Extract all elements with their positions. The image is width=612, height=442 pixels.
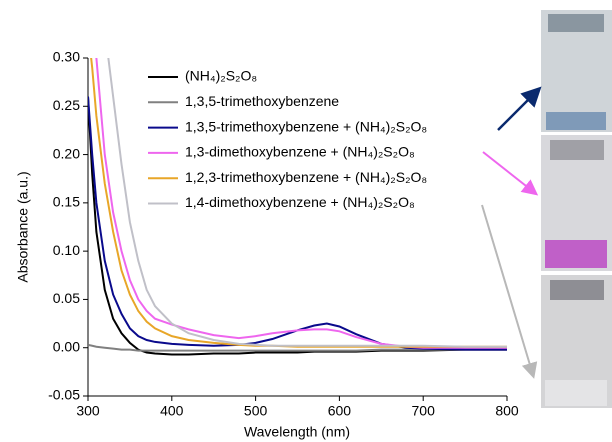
x-axis-title: Wavelength (nm) <box>244 424 350 440</box>
y-tick-label: 0.15 <box>53 194 80 210</box>
arrow <box>481 204 538 379</box>
vial-liquid <box>545 240 607 268</box>
legend-label: 1,2,3-trimethoxybenzene + (NH₄)₂S₂O₈ <box>185 169 427 185</box>
vial-cap <box>550 140 604 160</box>
arrow <box>497 86 542 131</box>
x-tick-label: 500 <box>244 403 268 419</box>
legend-label: (NH₄)₂S₂O₈ <box>185 68 257 84</box>
series-line <box>95 58 507 349</box>
arrow <box>482 151 539 196</box>
x-tick-label: 400 <box>160 403 184 419</box>
legend-label: 1,3,5-trimethoxybenzene <box>185 93 339 109</box>
y-tick-label: 0.00 <box>53 338 80 354</box>
vial-liquid <box>546 112 606 130</box>
y-tick-label: 0.20 <box>53 145 80 161</box>
y-tick-label: 0.25 <box>53 97 80 113</box>
vial-cap <box>548 14 604 32</box>
y-tick-label: 0.10 <box>53 242 80 258</box>
y-tick-label: 0.30 <box>53 49 80 65</box>
legend-label: 1,3,5-trimethoxybenzene + (NH₄)₂S₂O₈ <box>185 118 427 134</box>
x-tick-label: 300 <box>76 403 100 419</box>
vial-liquid <box>545 380 607 406</box>
x-tick-label: 800 <box>495 403 519 419</box>
plot-area <box>88 58 507 356</box>
y-tick-label: -0.05 <box>48 387 80 403</box>
legend-label: 1,4-dimethoxybenzene + (NH₄)₂S₂O₈ <box>185 194 415 210</box>
series-line <box>88 96 507 351</box>
y-tick-label: 0.05 <box>53 290 80 306</box>
legend-label: 1,3-dimethoxybenzene + (NH₄)₂S₂O₈ <box>185 144 415 160</box>
y-axis-title: Absorbance (a.u.) <box>15 171 31 282</box>
x-tick-label: 700 <box>412 403 436 419</box>
x-tick-label: 600 <box>328 403 352 419</box>
vial-cap <box>550 280 604 300</box>
photos <box>541 10 612 408</box>
series-line <box>88 343 507 352</box>
series-line <box>107 58 507 348</box>
